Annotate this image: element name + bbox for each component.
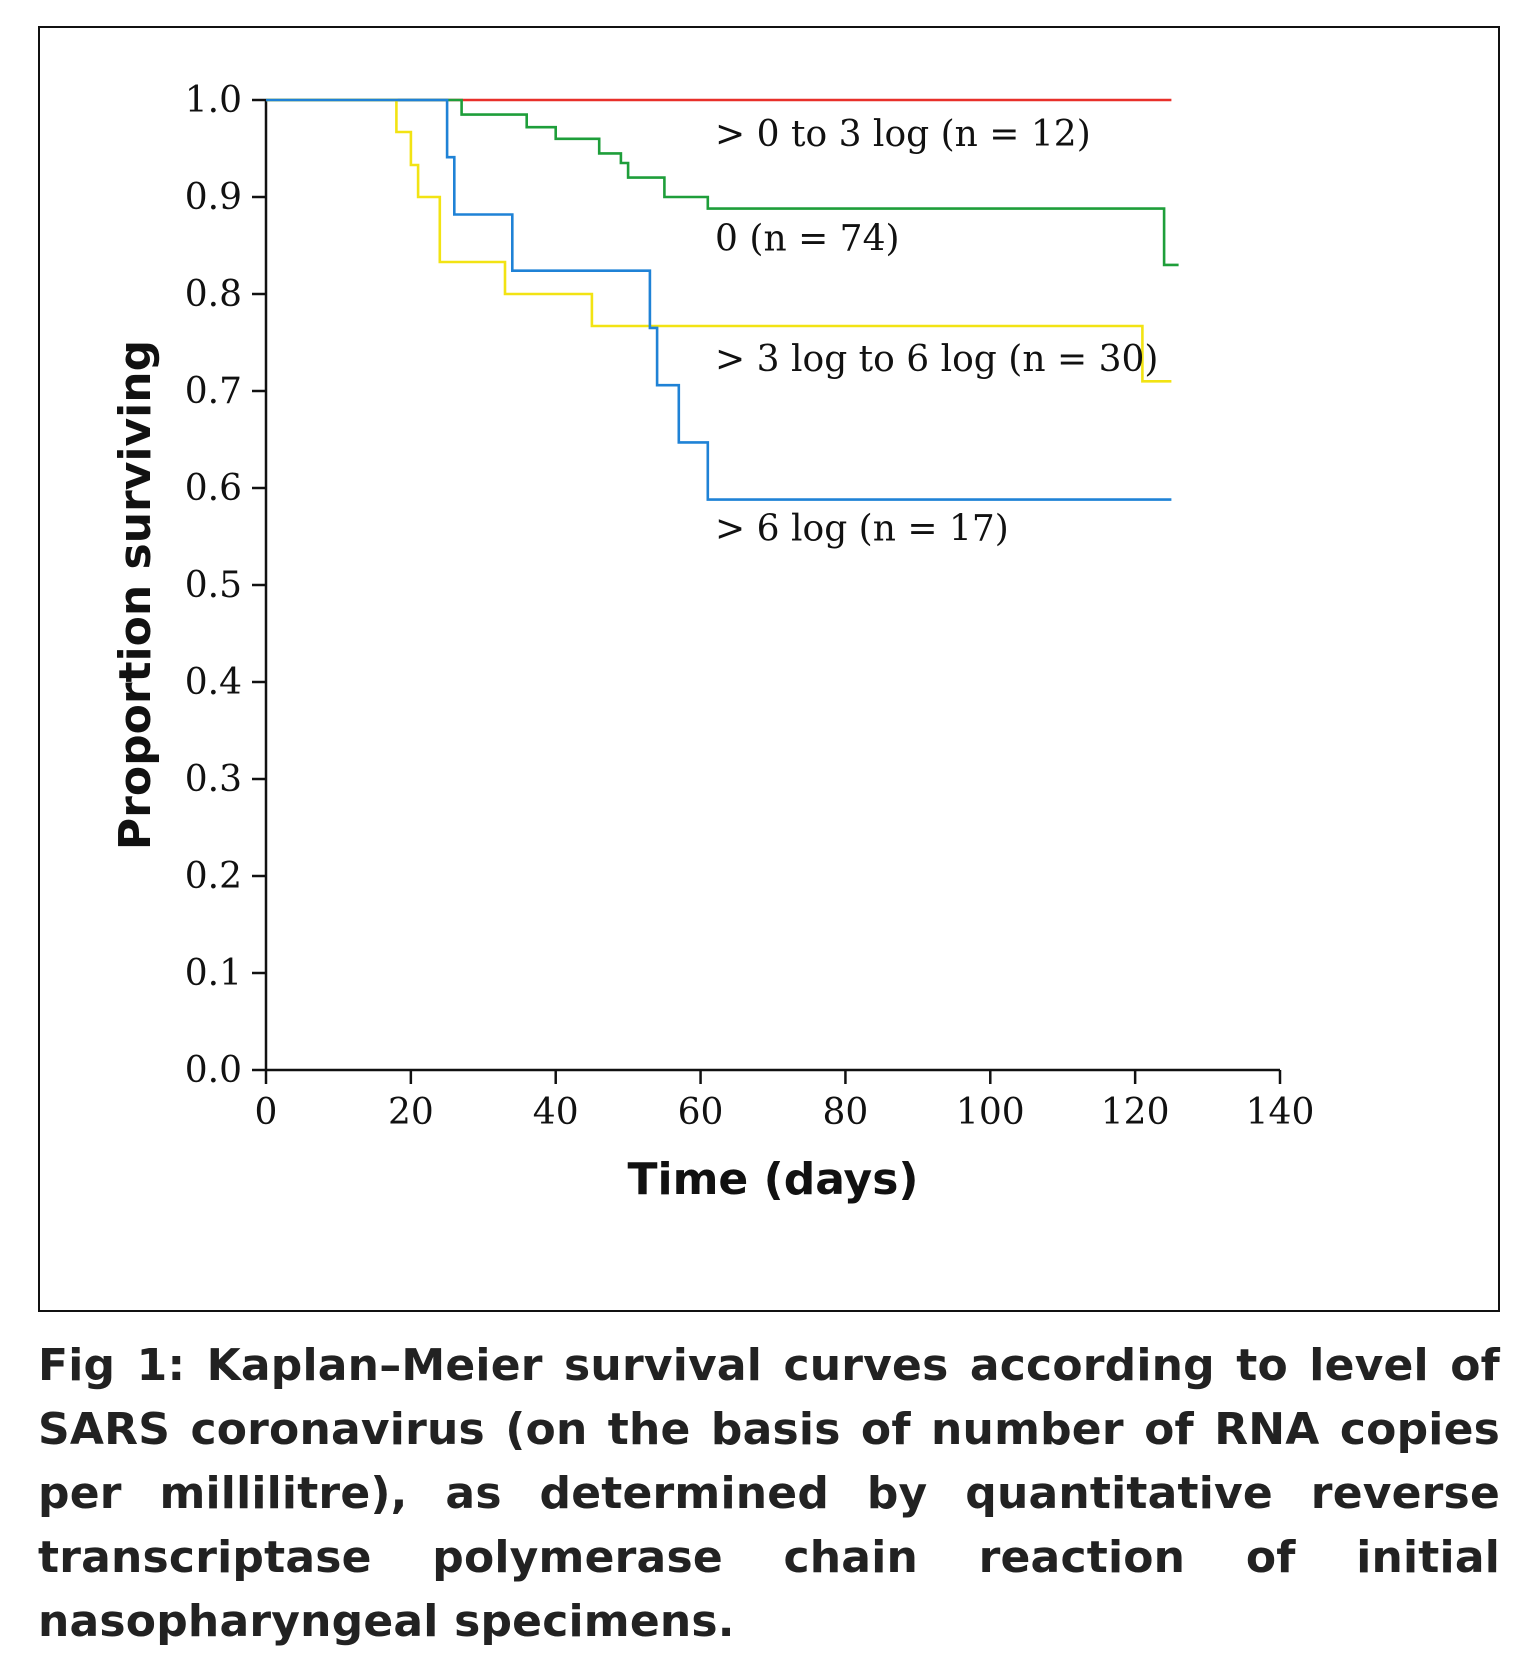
x-tick-label: 0 <box>255 1092 278 1133</box>
series-label-3: > 3 log to 6 log (n = 30) <box>715 339 1158 380</box>
x-tick-label: 100 <box>956 1092 1025 1133</box>
x-tick-label: 60 <box>678 1092 724 1133</box>
x-tick-label: 120 <box>1101 1092 1170 1133</box>
y-tick-label: 0.0 <box>185 1050 242 1091</box>
series-labels: > 0 to 3 log (n = 12) 0 (n = 74) > 3 log t… <box>715 114 1158 550</box>
figure-frame: 0.0 0.1 0.2 0.3 0.4 0.5 0.6 0.7 0.8 0.9 1.0 0 20 40 60… <box>38 26 1500 1312</box>
series-line-3 <box>266 98 1172 383</box>
series-label-4: > 6 log (n = 17) <box>715 509 1009 550</box>
y-tick-label: 0.3 <box>185 759 242 800</box>
series-label-1: > 0 to 3 log (n = 12) <box>715 114 1091 155</box>
x-tick-label: 80 <box>823 1092 869 1133</box>
survival-chart: 0.0 0.1 0.2 0.3 0.4 0.5 0.6 0.7 0.8 0.9 1.0 0 20 40 60… <box>110 80 1315 1205</box>
axes: 0.0 0.1 0.2 0.3 0.4 0.5 0.6 0.7 0.8 0.9 1.0 0 20 40 60… <box>185 80 1315 1133</box>
y-tick-label: 0.6 <box>185 468 242 509</box>
y-tick-label: 0.9 <box>185 177 242 218</box>
x-axis-title: Time (days) <box>627 1154 918 1205</box>
y-tick-label: 0.4 <box>185 662 242 703</box>
x-tick-label: 140 <box>1246 1092 1315 1133</box>
series-line-4 <box>266 98 1172 501</box>
x-tick-label: 20 <box>388 1092 434 1133</box>
y-tick-label: 0.1 <box>185 953 242 994</box>
y-tick-label: 0.8 <box>185 274 242 315</box>
figure-caption: Fig 1: Kaplan–Meier survival curves acco… <box>38 1340 1500 1647</box>
series-label-2: 0 (n = 74) <box>715 219 899 260</box>
y-axis-title: Proportion surviving <box>110 340 161 850</box>
y-tick-label: 0.2 <box>185 856 242 897</box>
series-line-2 <box>266 98 1179 267</box>
x-tick-label: 40 <box>533 1092 579 1133</box>
y-tick-label: 1.0 <box>185 80 242 121</box>
y-tick-label: 0.7 <box>185 371 242 412</box>
y-tick-label: 0.5 <box>185 565 242 606</box>
series-lines <box>266 98 1179 501</box>
